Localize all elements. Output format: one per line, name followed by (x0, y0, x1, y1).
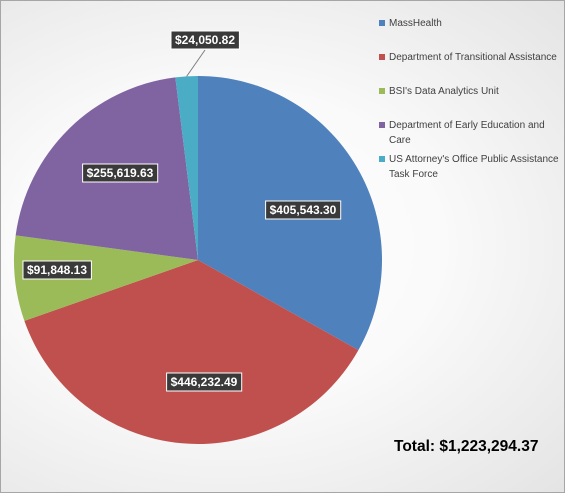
total-label: Total: $1,223,294.37 (394, 438, 538, 456)
data-label: $405,543.30 (266, 201, 341, 219)
legend-swatch-dta (379, 54, 385, 60)
legend-label: BSI's Data Analytics Unit (389, 86, 499, 97)
legend-item: BSI's Data Analytics Unit (379, 84, 559, 118)
legend-label: Department of Early Education and Care (389, 120, 545, 146)
legend-item: MassHealth (379, 16, 559, 50)
legend-label: Department of Transitional Assistance (389, 52, 557, 63)
legend-swatch-masshealth (379, 20, 385, 26)
legend-label: US Attorney's Office Public Assistance T… (389, 154, 559, 180)
legend-label: MassHealth (389, 18, 442, 29)
data-label-text: $405,543.30 (270, 203, 337, 217)
data-label: $255,619.63 (83, 164, 158, 182)
data-label-text: $91,848.13 (27, 263, 87, 277)
legend-item: Department of Transitional Assistance (379, 50, 559, 84)
leader-line (187, 50, 205, 76)
legend-swatch-usao (379, 156, 385, 162)
data-label-text: $255,619.63 (87, 166, 154, 180)
data-label: $91,848.13 (23, 261, 91, 279)
legend-item: US Attorney's Office Public Assistance T… (379, 152, 559, 182)
legend-swatch-bsi (379, 88, 385, 94)
legend-item: Department of Early Education and Care (379, 118, 559, 152)
data-label: $24,050.82 (171, 31, 239, 49)
data-label-text: $24,050.82 (175, 33, 235, 47)
legend-swatch-eec (379, 122, 385, 128)
data-label: $446,232.49 (167, 373, 242, 391)
data-label-text: $446,232.49 (171, 375, 238, 389)
legend: MassHealth Department of Transitional As… (379, 16, 559, 182)
